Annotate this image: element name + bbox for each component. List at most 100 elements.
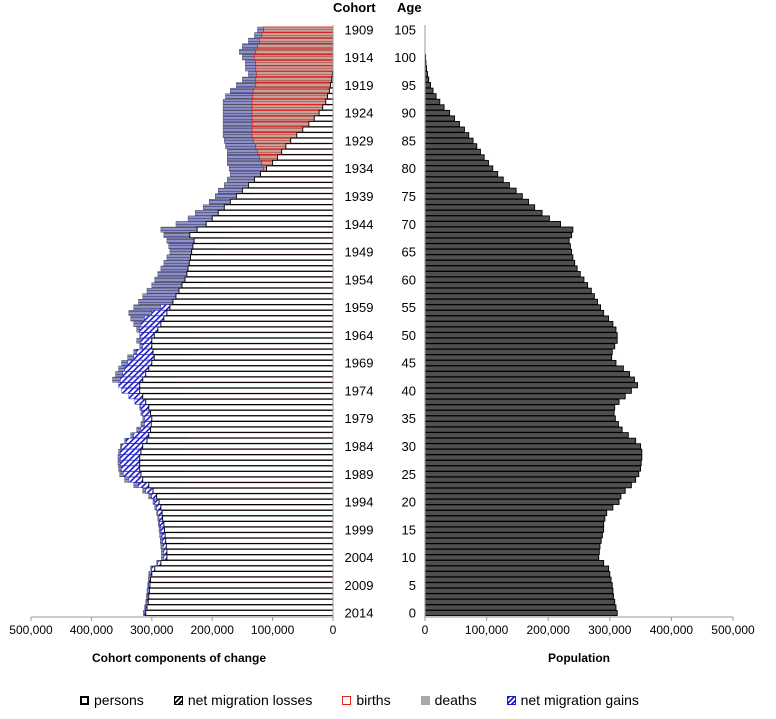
population-bar-age-2 [424,598,616,605]
age-label: 15 [402,522,416,537]
cohort-label: 1939 [345,189,374,204]
population-bar-age-76 [424,187,517,194]
population-bar-age-44 [424,365,624,372]
population-bar-age-93 [424,93,437,100]
population-bar-age-90 [424,109,451,116]
population-bar-age-87 [424,126,465,133]
population-bar-age-84 [424,143,478,150]
age-label: 95 [402,78,416,93]
population-bar-age-42 [424,376,635,383]
population-bar-age-47 [424,348,613,355]
left-x-tick-label: 400,000 [70,623,114,637]
population-bar-age-11 [424,548,600,555]
population-bar-age-51 [424,326,617,333]
population-bar-age-72 [424,209,543,216]
population-bar-age-68 [424,232,573,239]
persons-bar-cohort-1997 [162,515,334,522]
cohort-label: 1919 [345,78,374,93]
population-bar-age-35 [424,415,616,422]
persons-bar-cohort-1939 [235,193,334,200]
persons-bar-cohort-1969 [151,359,334,367]
cohort-header: Cohort [333,0,376,15]
persons-bar-cohort-1921 [327,93,334,100]
population-bar-age-59 [424,282,589,289]
population-bar-age-91 [424,104,445,111]
cohort-label: 1914 [345,50,374,65]
persons-bar-cohort-2007 [151,571,334,578]
persons-bar-cohort-2008 [150,576,334,583]
population-bar-age-85 [424,137,474,144]
persons-bar-cohort-1995 [160,504,334,511]
persons-bar-cohort-1976 [145,398,334,405]
persons-bar-cohort-1977 [148,404,334,411]
persons-bar-cohort-1979 [151,415,334,422]
persons-bar-cohort-1927 [302,126,334,133]
births-bar-cohort-1913 [255,48,334,55]
left-chart-title: Cohort components of change [92,651,266,665]
persons-swatch [80,695,89,705]
population-bar-age-18 [424,509,608,517]
legend-gains: net migration gains [506,692,639,708]
age-label: 75 [402,189,416,204]
persons-bar-cohort-1955 [181,282,334,289]
persons-bar-cohort-2010 [148,587,334,594]
persons-bar-cohort-1928 [296,132,334,139]
age-label: 65 [402,245,416,260]
right-x-tick-label: 300,000 [588,623,632,637]
persons-bar-cohort-1960 [166,309,334,316]
age-label: 60 [402,272,416,287]
persons-bar-cohort-1989 [140,471,334,478]
population-bar-age-57 [424,293,595,300]
births-bar-cohort-1918 [255,76,334,83]
legend-deaths: deaths [420,692,477,708]
right-x-tick-label: 0 [422,623,429,637]
population-bar-age-78 [424,176,504,183]
population-bar-age-12 [424,543,601,550]
persons-bar-cohort-2006 [154,565,334,572]
persons-bar-cohort-1937 [247,182,334,189]
population-bar-age-75 [424,193,523,200]
population-bar-age-3 [424,593,614,600]
persons-bar-cohort-1988 [139,465,334,472]
population-bar-age-31 [424,437,637,444]
cohort-label: 2009 [345,578,374,593]
persons-bar-cohort-1930 [285,143,334,150]
population-bar-age-81 [424,159,489,166]
persons-bar-cohort-1933 [272,159,334,166]
cohort-label: 1949 [345,245,374,260]
population-bar-age-6 [424,576,612,583]
persons-bar-cohort-1949 [191,248,334,255]
legend-deaths-label: deaths [434,692,477,708]
population-bar-age-79 [424,171,499,178]
age-label: 20 [402,495,416,510]
population-bar-age-43 [424,371,630,378]
population-bar-age-82 [424,154,485,161]
right-x-tick-label: 200,000 [527,623,571,637]
persons-bar-cohort-1942 [217,209,334,216]
population-bar-age-94 [424,87,434,94]
population-bar-age-5 [424,582,613,589]
persons-bar-cohort-2005 [160,559,334,567]
population-bar-age-54 [424,309,605,316]
cohort-label: 1944 [345,217,374,232]
cohort-label: 1969 [345,356,374,371]
persons-bar-cohort-1925 [313,115,334,122]
births-bar-cohort-1916 [255,65,334,72]
population-bar-age-29 [424,448,643,455]
population-bar-age-63 [424,259,576,266]
population-bar-age-28 [424,454,643,461]
cohort-label: 1999 [345,522,374,537]
population-bar-age-89 [424,115,456,122]
persons-bar-cohort-1990 [142,476,334,483]
population-bar-age-38 [424,398,620,405]
population-bar-age-40 [424,387,632,394]
persons-bar-cohort-1936 [254,176,334,183]
population-bar-age-52 [424,321,614,328]
persons-bar-cohort-1965 [151,337,334,344]
population-bar-age-22 [424,487,626,494]
births-bar-cohort-1915 [255,59,334,66]
persons-bar-cohort-1973 [139,382,334,389]
persons-bar-cohort-1923 [322,104,334,111]
age-label: 50 [402,328,416,343]
deaths-swatch [420,695,430,705]
